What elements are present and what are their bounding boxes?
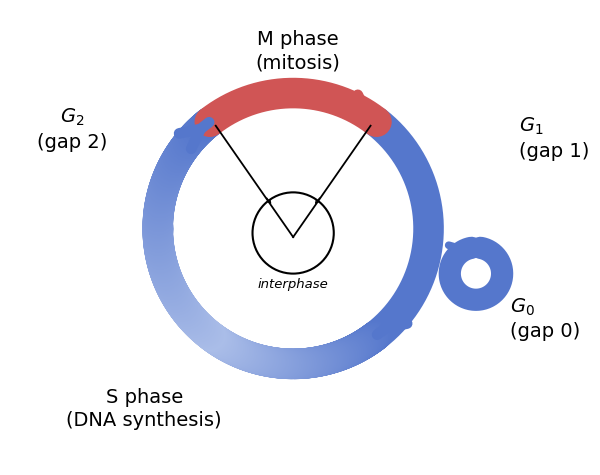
Text: $G_0$
(gap 0): $G_0$ (gap 0): [510, 296, 580, 341]
Text: M phase
(mitosis): M phase (mitosis): [255, 30, 340, 72]
Text: interphase: interphase: [258, 278, 329, 291]
Text: S phase
(DNA synthesis): S phase (DNA synthesis): [67, 388, 222, 430]
Text: $G_2$
(gap 2): $G_2$ (gap 2): [37, 107, 107, 152]
Text: $G_1$
(gap 1): $G_1$ (gap 1): [519, 116, 589, 161]
